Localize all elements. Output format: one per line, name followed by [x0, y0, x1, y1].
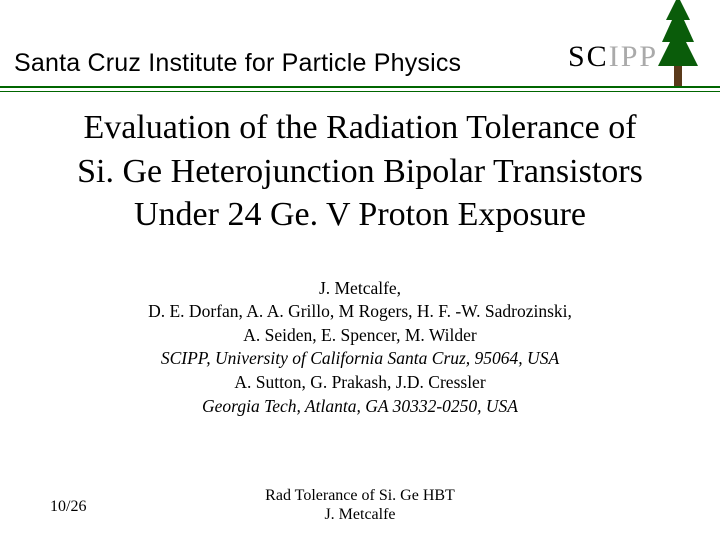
footer-date: 10/26 — [50, 498, 86, 516]
footer-center: Rad Tolerance of Si. Ge HBT J. Metcalfe — [0, 486, 720, 524]
header-underline — [0, 91, 720, 92]
footer-author: J. Metcalfe — [324, 506, 395, 523]
slide-title: Evaluation of the Radiation Tolerance of… — [0, 106, 720, 237]
authors-block: J. Metcalfe, D. E. Dorfan, A. A. Grillo,… — [0, 277, 720, 419]
slide-footer: 10/26 Rad Tolerance of Si. Ge HBT J. Met… — [0, 486, 720, 524]
author-line-2: D. E. Dorfan, A. A. Grillo, M Rogers, H.… — [148, 301, 572, 321]
slide-header: Santa Cruz Institute for Particle Physic… — [0, 0, 720, 88]
title-line-3: Under 24 Ge. V Proton Exposure — [134, 196, 586, 233]
logo-dark-letters: SC — [568, 40, 609, 73]
author-line-4: A. Sutton, G. Prakash, J.D. Cressler — [234, 372, 485, 392]
tree-icon — [654, 0, 702, 94]
institute-name: Santa Cruz Institute for Particle Physic… — [14, 49, 461, 78]
logo-light-letters: IPP — [609, 40, 658, 73]
author-line-3: A. Seiden, E. Spencer, M. Wilder — [243, 325, 477, 345]
title-line-2: Si. Ge Heterojunction Bipolar Transistor… — [77, 153, 643, 190]
affiliation-1: SCIPP, University of California Santa Cr… — [161, 348, 559, 368]
affiliation-2: Georgia Tech, Atlanta, GA 30332-0250, US… — [202, 396, 518, 416]
footer-title: Rad Tolerance of Si. Ge HBT — [265, 487, 455, 504]
logo-text: SCIPP — [568, 40, 658, 74]
scipp-logo: SCIPP — [572, 0, 702, 88]
title-line-1: Evaluation of the Radiation Tolerance of — [83, 109, 636, 146]
author-line-1: J. Metcalfe, — [319, 278, 401, 298]
